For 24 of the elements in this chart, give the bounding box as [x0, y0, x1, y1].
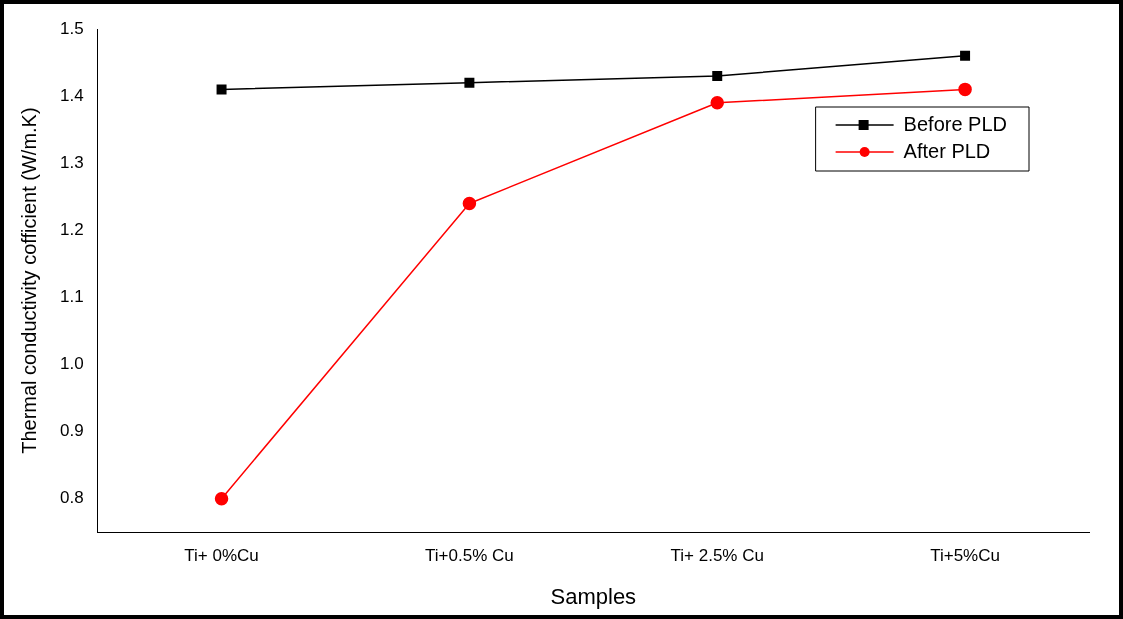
y-axis-title: Thermal conductivity cofficient (W/m.K) — [17, 107, 40, 454]
point — [216, 84, 227, 95]
point — [958, 82, 972, 97]
point — [214, 491, 229, 506]
legend-label: After PLD — [903, 139, 991, 162]
point — [960, 50, 971, 61]
y-tick-label: 1.0 — [59, 354, 84, 374]
x-tick-label: Ti+5%Cu — [930, 546, 1000, 566]
y-tick-label: 1.4 — [59, 85, 84, 105]
x-tick-label: Ti+ 2.5% Cu — [670, 546, 764, 566]
legend-label: Before PLD — [903, 112, 1007, 135]
y-tick-label: 1.1 — [59, 287, 84, 307]
y-tick-label: 0.8 — [59, 488, 84, 508]
x-tick-label: Ti+0.5% Cu — [425, 546, 514, 566]
point — [712, 70, 723, 81]
y-tick-label: 1.5 — [59, 18, 84, 38]
y-tick-label: 1.2 — [59, 219, 84, 239]
x-axis-title: Samples — [550, 583, 637, 609]
point — [464, 77, 475, 88]
point — [710, 96, 724, 110]
point — [462, 196, 477, 211]
x-tick-label: Ti+ 0%Cu — [184, 546, 259, 566]
y-tick-label: 1.3 — [59, 152, 84, 172]
y-tick-label: 0.9 — [59, 421, 84, 441]
